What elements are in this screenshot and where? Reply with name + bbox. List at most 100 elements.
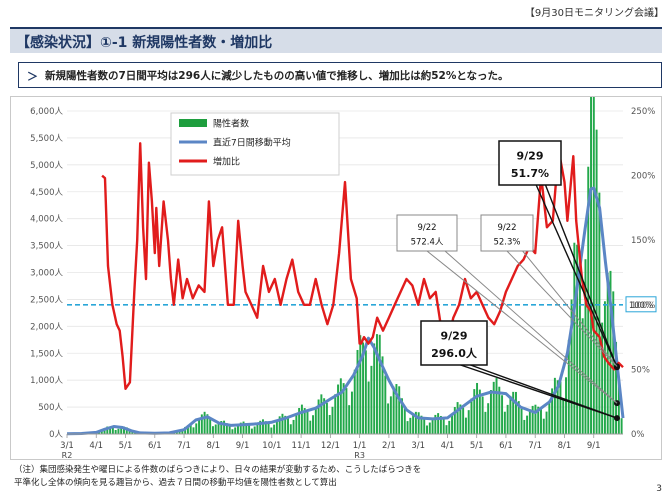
bar [373, 343, 376, 434]
bar [239, 422, 242, 434]
bar [498, 386, 501, 434]
bar [456, 402, 459, 434]
bar [259, 420, 262, 434]
x-tick-label: 6/1 [499, 441, 513, 451]
bar [534, 404, 537, 434]
y-tick-label: 1,000人 [30, 376, 63, 386]
footnote: （注）集団感染発生や曜日による件数のばらつきにより、日々の結果が変動するため、こ… [14, 464, 614, 490]
bar [478, 389, 481, 434]
bar [275, 420, 278, 434]
x-tick-label: 3/1 [60, 441, 74, 451]
bar [553, 377, 556, 434]
bar [109, 426, 112, 434]
bar [389, 396, 392, 434]
footnote-line-1: （注）集団感染発生や曜日による件数のばらつきにより、日々の結果が変動するため、こ… [14, 465, 422, 475]
bar [303, 408, 306, 434]
grid-lines [67, 110, 623, 435]
bar [384, 375, 387, 434]
bar [114, 429, 117, 434]
bar [325, 402, 328, 434]
bar [270, 427, 273, 434]
bar [428, 422, 431, 434]
bar [470, 398, 473, 434]
bar [284, 415, 287, 434]
bar [484, 411, 487, 434]
bar [576, 244, 579, 434]
bar [306, 411, 309, 434]
bar [250, 428, 253, 434]
callout-ratio-0929-box [498, 140, 562, 186]
bar [367, 381, 370, 434]
bar [117, 428, 120, 434]
bar [362, 342, 365, 434]
bar [314, 406, 317, 434]
callout-avg-0929-pointer-2 [470, 364, 618, 419]
bar [264, 421, 267, 434]
bar [345, 388, 348, 434]
bar [528, 409, 531, 434]
bar [481, 396, 484, 434]
bar [381, 356, 384, 434]
bar [206, 414, 209, 434]
bar [106, 426, 109, 434]
section-header: 【感染状況】①-1 新規陽性者数・増加比 [10, 27, 662, 53]
bar [287, 418, 289, 434]
bar [495, 378, 498, 434]
bar [231, 429, 234, 434]
bar [423, 419, 426, 434]
bar [420, 415, 423, 434]
bar [542, 418, 545, 434]
x-tick-label: 8/1 [558, 441, 572, 451]
bar [253, 426, 256, 434]
bar [556, 380, 559, 434]
bar [289, 424, 292, 434]
bar [281, 413, 284, 434]
bar [395, 384, 398, 434]
y2-tick-label: 0% [631, 430, 645, 440]
bar [128, 429, 131, 434]
bar [403, 408, 406, 434]
bar [195, 423, 198, 434]
bar [459, 404, 462, 434]
x-tick-label: 9/1 [587, 441, 601, 451]
bar [378, 334, 381, 434]
callout-avg-0922-pointer-2 [444, 250, 618, 404]
bar [439, 415, 442, 434]
x-tick-label: 4/1 [441, 441, 455, 451]
bar [123, 426, 125, 434]
bar [175, 431, 178, 434]
bar [267, 423, 270, 434]
bar [567, 339, 570, 434]
callout-avg-0922-box [396, 214, 458, 252]
bar [339, 378, 342, 434]
bar [398, 386, 401, 434]
callout-ratio-0929-date: 9/29 [517, 149, 544, 162]
y-tick-label: 3,500人 [30, 242, 63, 252]
bar [545, 411, 548, 434]
callout-avg-0922-pointer [426, 250, 618, 404]
bar [464, 417, 467, 434]
bar [350, 391, 353, 434]
bar [462, 407, 465, 434]
summary-text: 新規陽性者数の7日間平均は296人に減少したものの高い値で推移し、増加比は約52… [45, 70, 509, 82]
chevron-right-icon: ＞ [27, 70, 38, 83]
page-number: 3 [656, 484, 662, 494]
callout-avg-0929-value: 296.0人 [431, 346, 478, 360]
bar [334, 394, 337, 434]
x-tick-label: 5/1 [470, 441, 484, 451]
y2-tick-label: 200% [631, 172, 655, 182]
bar [220, 421, 223, 434]
reference-label: 100% [629, 301, 653, 311]
bar [375, 334, 378, 434]
callout-ratio-0929-value: 51.7% [511, 167, 549, 180]
callout-ratio-0922-box [480, 214, 534, 252]
bar [453, 407, 456, 434]
bar [426, 425, 428, 434]
callout-avg-0922-value: 572.4人 [411, 238, 444, 248]
bar [209, 419, 212, 434]
bar [514, 391, 517, 434]
bar [590, 90, 593, 434]
y2-tick-label: 150% [631, 236, 655, 246]
bar [526, 415, 529, 434]
bar [323, 398, 326, 434]
